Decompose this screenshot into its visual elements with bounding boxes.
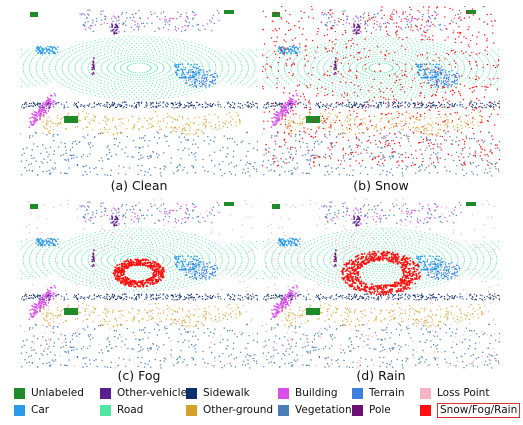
legend-item-building: Building xyxy=(278,385,338,401)
caption-clean: (a) Clean xyxy=(110,178,168,193)
unlabeled-block xyxy=(30,204,38,209)
legend-label: Road xyxy=(117,404,144,416)
swatch-unlabeled xyxy=(14,387,25,399)
swatch-terrain xyxy=(352,387,363,399)
legend-item-pole: Pole xyxy=(352,402,391,418)
caption-rain: (d) Rain xyxy=(356,368,406,383)
swatch-other-ground xyxy=(186,404,197,416)
legend-item-other-vehicle: Other-vehicle xyxy=(100,385,187,401)
panel-clean xyxy=(20,6,258,178)
swatch-loss-point xyxy=(420,387,431,399)
legend-label: Snow/Fog/Rain xyxy=(437,402,521,418)
swatch-road xyxy=(100,404,111,416)
unlabeled-block xyxy=(64,308,78,315)
unlabeled-block xyxy=(30,12,38,17)
legend-label: Other-ground xyxy=(203,404,274,416)
legend-item-road: Road xyxy=(100,402,143,418)
unlabeled-block xyxy=(224,202,234,206)
legend-item-terrain: Terrain xyxy=(352,385,405,401)
swatch-other-vehicle xyxy=(100,387,111,399)
unlabeled-block xyxy=(466,10,476,14)
legend-item-snow-fog-rain: Snow/Fog/Rain xyxy=(420,402,521,418)
unlabeled-block xyxy=(224,10,234,14)
swatch-snow-fog-rain xyxy=(420,404,431,416)
unlabeled-block xyxy=(64,116,78,123)
legend-label: Car xyxy=(31,404,50,416)
swatch-building xyxy=(278,387,289,399)
legend-label: Terrain xyxy=(369,387,405,399)
unlabeled-block xyxy=(272,204,280,209)
legend-item-other-ground: Other-ground xyxy=(186,402,273,418)
panel-fog xyxy=(20,198,258,370)
legend-item-loss-point: Loss Point xyxy=(420,385,489,401)
panel-rain xyxy=(262,198,500,370)
swatch-pole xyxy=(352,404,363,416)
caption-snow: (b) Snow xyxy=(353,178,409,193)
legend: Unlabeled Other-vehicle Sidewalk Buildin… xyxy=(6,385,521,423)
unlabeled-block xyxy=(272,12,280,17)
legend-item-unlabeled: Unlabeled xyxy=(14,385,84,401)
swatch-sidewalk xyxy=(186,387,197,399)
legend-label: Sidewalk xyxy=(203,387,250,399)
unlabeled-block xyxy=(306,308,320,315)
unlabeled-block xyxy=(466,202,476,206)
legend-item-vegetation: Vegetation xyxy=(278,402,352,418)
legend-label: Building xyxy=(295,387,338,399)
caption-fog: (c) Fog xyxy=(117,368,161,383)
swatch-vegetation xyxy=(278,404,289,416)
legend-item-car: Car xyxy=(14,402,49,418)
panel-snow xyxy=(262,6,500,178)
legend-label: Pole xyxy=(369,404,391,416)
unlabeled-block xyxy=(306,116,320,123)
legend-label: Other-vehicle xyxy=(117,387,188,399)
legend-label: Loss Point xyxy=(437,387,490,399)
swatch-car xyxy=(14,404,25,416)
legend-label: Vegetation xyxy=(295,404,352,416)
legend-item-sidewalk: Sidewalk xyxy=(186,385,250,401)
legend-label: Unlabeled xyxy=(31,387,84,399)
